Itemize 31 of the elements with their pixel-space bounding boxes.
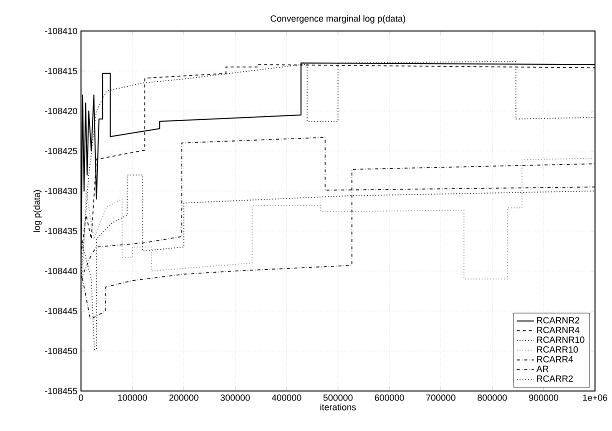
y-tick-label: -108430 — [44, 188, 78, 194]
x-tick-label: 200000 — [169, 394, 198, 401]
y-tick-label: -108415 — [44, 68, 78, 74]
x-axis-title: iterations — [320, 404, 356, 410]
x-tick-label: 100000 — [118, 394, 148, 401]
x-tick-label: 700000 — [426, 394, 456, 401]
legend-label: RCARNR10 — [537, 336, 584, 343]
y-tick-label: -108435 — [44, 228, 78, 234]
y-tick-label: -108425 — [44, 148, 78, 154]
legend-label: RCARNR4 — [537, 326, 580, 334]
x-tick-label: 800000 — [478, 394, 507, 401]
legend-label: RCARR2 — [537, 375, 573, 382]
legend-label: RCARR10 — [537, 346, 578, 353]
y-tick-label: -108455 — [44, 388, 78, 394]
x-tick-label: 0 — [78, 394, 84, 401]
y-tick-label: -108450 — [44, 348, 78, 354]
x-tick-label: 300000 — [220, 394, 250, 401]
y-axis-title: log p(data) — [33, 190, 42, 232]
x-tick-label: 1e+06 — [583, 394, 608, 401]
y-tick-label: -108420 — [44, 108, 78, 114]
chart-title: Convergence marginal log p(data) — [270, 15, 406, 24]
x-tick-label: 600000 — [374, 394, 404, 401]
x-tick-label: 900000 — [529, 394, 558, 401]
legend-label: AR — [536, 366, 548, 372]
y-tick-label: -108445 — [44, 308, 78, 314]
x-tick-label: 400000 — [272, 394, 302, 401]
y-tick-label: -108410 — [44, 28, 78, 34]
x-tick-label: 500000 — [323, 394, 353, 401]
legend-label: RCARNR2 — [537, 317, 580, 324]
legend-label: RCARR4 — [537, 356, 573, 362]
y-tick-label: -108440 — [44, 268, 78, 274]
